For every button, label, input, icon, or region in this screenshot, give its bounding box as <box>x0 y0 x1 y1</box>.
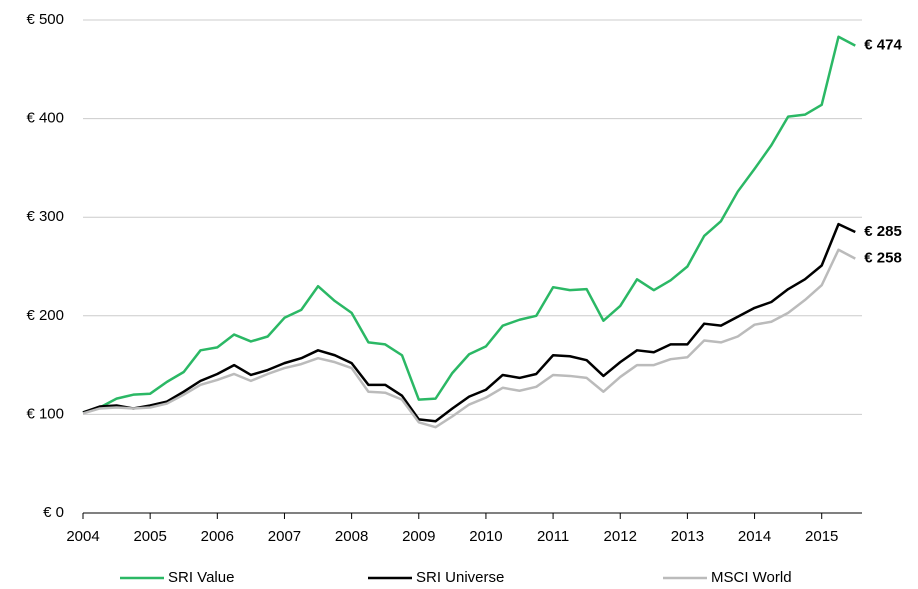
y-tick-label: € 400 <box>26 110 64 127</box>
series-line <box>82 222 856 423</box>
y-tick-label: € 0 <box>43 504 64 521</box>
y-tick-label: € 500 <box>26 11 64 28</box>
end-label: € 258 <box>864 250 902 267</box>
x-tick-label: 2005 <box>133 528 166 545</box>
x-tick-label: 2009 <box>402 528 435 545</box>
x-tick-label: 2008 <box>335 528 368 545</box>
x-tick-label: 2011 <box>537 528 569 545</box>
x-tick-label: 2006 <box>201 528 234 545</box>
legend-label: SRI Universe <box>416 569 504 586</box>
x-tick-label: 2007 <box>268 528 301 545</box>
series-line <box>82 35 856 414</box>
series-line <box>82 248 856 429</box>
y-tick-label: € 300 <box>26 208 64 225</box>
y-tick-label: € 100 <box>26 405 64 422</box>
x-tick-label: 2012 <box>604 528 637 545</box>
x-tick-label: 2004 <box>66 528 99 545</box>
end-label: € 285 <box>864 223 902 240</box>
legend-label: SRI Value <box>168 569 234 586</box>
x-tick-label: 2015 <box>805 528 838 545</box>
x-tick-label: 2010 <box>469 528 502 545</box>
x-tick-label: 2014 <box>738 528 771 545</box>
x-tick-label: 2013 <box>671 528 704 545</box>
end-label: € 474 <box>864 37 902 54</box>
y-tick-label: € 200 <box>26 307 64 324</box>
legend-label: MSCI World <box>711 569 792 586</box>
